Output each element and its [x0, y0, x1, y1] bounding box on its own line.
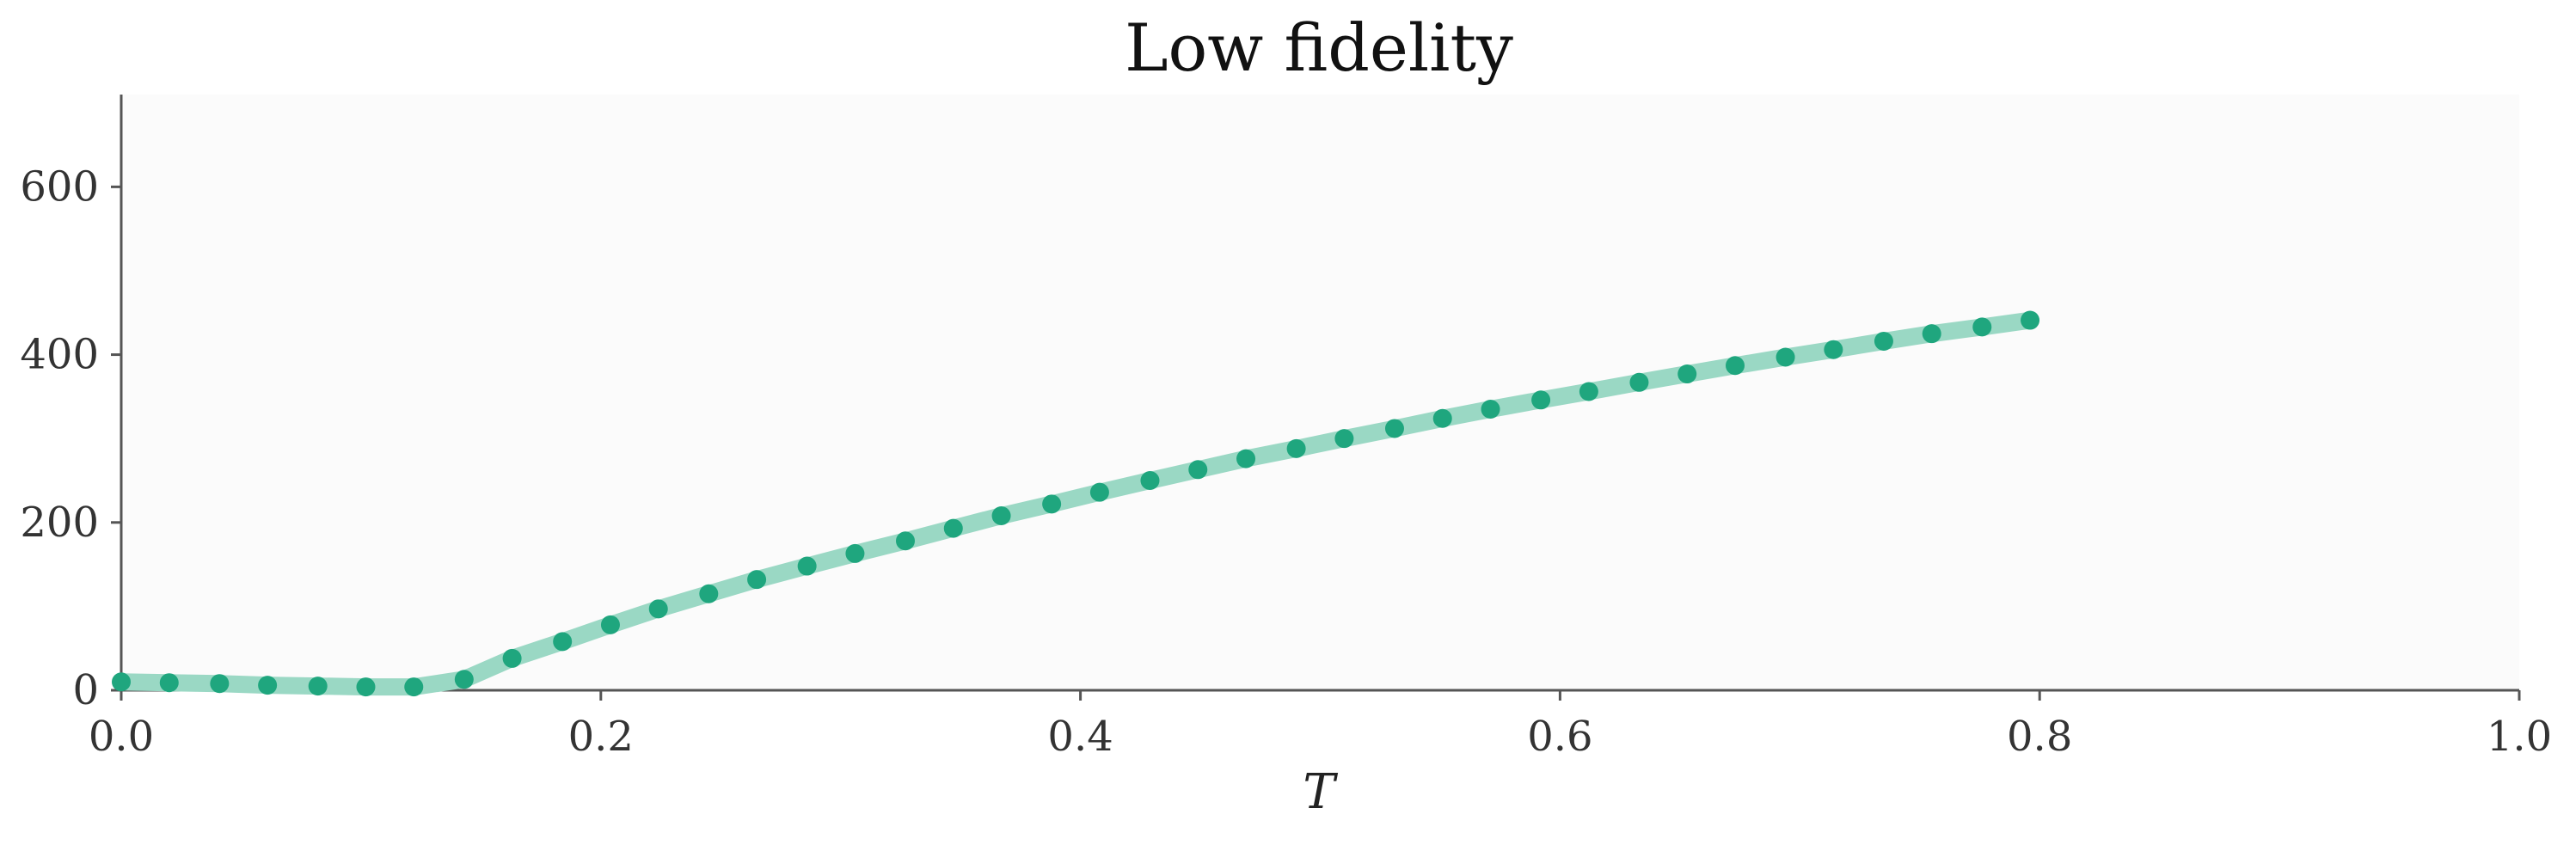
data-point	[1677, 364, 1697, 384]
data-point	[1725, 356, 1745, 376]
data-point	[1776, 347, 1795, 367]
data-point	[1236, 449, 1256, 468]
data-point	[1874, 331, 1893, 351]
data-point	[797, 556, 817, 576]
x-tick-label: 0.2	[568, 713, 634, 761]
data-point	[1922, 324, 1941, 344]
x-tick-label: 0.0	[89, 713, 154, 761]
data-point	[943, 518, 963, 538]
data-point	[2021, 310, 2040, 330]
x-axis-label: T	[1303, 764, 1338, 820]
data-point	[1531, 390, 1551, 410]
data-point	[1334, 429, 1354, 449]
y-tick-label: 200	[20, 499, 99, 547]
data-point	[502, 648, 522, 668]
data-point	[553, 632, 573, 652]
series-points	[112, 310, 2040, 697]
data-point	[1384, 419, 1404, 438]
data-point	[404, 677, 424, 697]
y-axis-ticks: 0 200 400 600	[20, 162, 121, 714]
chart-title: Low fidelity	[1125, 9, 1513, 86]
plot-background	[121, 95, 2519, 690]
x-axis-ticks: 0.0 0.2 0.4 0.6 0.8 1.0	[89, 690, 2552, 761]
data-point	[210, 674, 230, 694]
data-point	[258, 676, 278, 695]
data-point	[356, 677, 376, 697]
data-point	[1972, 317, 1992, 337]
data-point	[1188, 460, 1208, 480]
x-tick-label: 0.6	[1527, 713, 1592, 761]
x-tick-label: 1.0	[2487, 713, 2552, 761]
data-point	[1140, 470, 1160, 490]
data-point	[1629, 372, 1649, 392]
x-tick-label: 0.4	[1047, 713, 1113, 761]
data-point	[648, 599, 668, 619]
data-point	[1579, 382, 1598, 401]
data-point	[991, 505, 1011, 525]
data-point	[1481, 400, 1500, 419]
data-point	[896, 531, 916, 551]
y-tick-label: 0	[72, 666, 99, 714]
y-tick-label: 600	[20, 162, 99, 211]
data-point	[1432, 408, 1452, 428]
data-point	[1042, 494, 1062, 514]
data-point	[1089, 482, 1109, 502]
data-point	[159, 673, 179, 693]
y-tick-label: 400	[20, 331, 99, 379]
x-tick-label: 0.8	[2007, 713, 2072, 761]
data-point	[112, 672, 131, 692]
data-point	[454, 670, 474, 689]
data-point	[747, 570, 767, 590]
data-point	[1286, 438, 1306, 458]
data-point	[600, 615, 620, 634]
series-line	[113, 311, 2039, 696]
data-point	[308, 677, 328, 696]
data-point	[1824, 340, 1843, 359]
data-point	[845, 543, 865, 563]
data-point	[699, 584, 719, 603]
